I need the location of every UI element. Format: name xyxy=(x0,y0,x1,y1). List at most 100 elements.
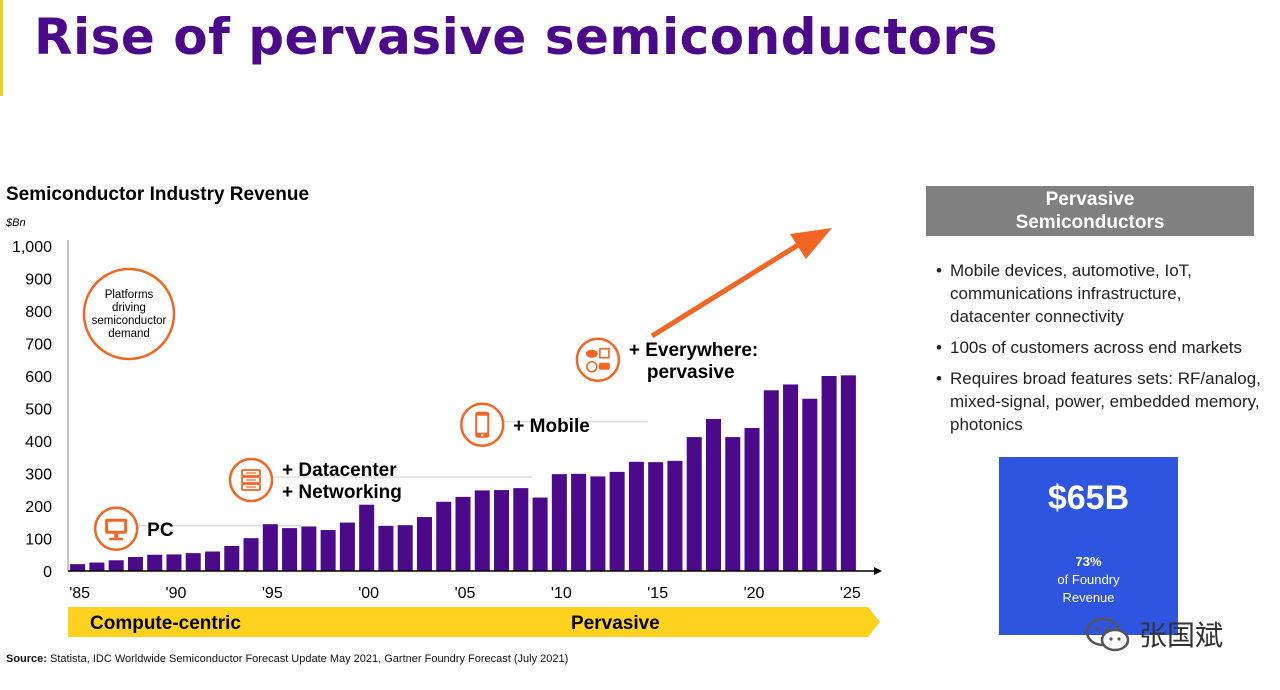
slide-title: Rise of pervasive semiconductors xyxy=(34,8,998,66)
y-tick-label: 700 xyxy=(25,337,52,354)
bar xyxy=(320,530,336,571)
y-tick-label: 200 xyxy=(25,499,52,516)
bar xyxy=(185,553,201,571)
platform-label: + Everywhere: xyxy=(629,340,758,361)
bar xyxy=(262,524,278,571)
era-band xyxy=(68,607,880,637)
watermark: 张国斌 xyxy=(1083,614,1223,654)
x-axis-arrowhead xyxy=(874,567,882,575)
bar xyxy=(127,557,143,571)
platform-marker: + Everywhere:pervasive xyxy=(575,337,758,383)
monitor-icon xyxy=(105,518,128,541)
bar xyxy=(609,471,625,571)
bar xyxy=(378,525,394,571)
growth-arrow xyxy=(650,228,832,339)
bar xyxy=(416,517,432,571)
revenue-value: $65B xyxy=(1047,479,1130,517)
bar xyxy=(359,504,375,571)
bar xyxy=(705,418,722,571)
platform-label: + Mobile xyxy=(513,416,590,437)
bar xyxy=(725,437,741,571)
bar xyxy=(339,522,355,571)
bar xyxy=(301,526,317,571)
source-text: Statista, IDC Worldwide Semiconductor Fo… xyxy=(50,653,569,665)
platform-marker: PC xyxy=(93,506,174,551)
bar xyxy=(628,461,644,571)
era-label: Compute-centric xyxy=(90,613,241,634)
y-tick-label: 0 xyxy=(43,564,52,581)
bar xyxy=(108,560,124,571)
bullet-item: Mobile devices, automotive, IoT, communi… xyxy=(936,259,1266,328)
bar xyxy=(436,501,452,571)
source-note: Source: Statista, IDC Worldwide Semicond… xyxy=(6,653,568,665)
bar xyxy=(802,398,818,571)
bar xyxy=(89,562,105,571)
x-tick-label: '10 xyxy=(551,585,572,602)
bullet-item: 100s of customers across end markets xyxy=(936,336,1266,359)
revenue-caption-line2: Revenue xyxy=(1062,590,1115,605)
bullet-item: Requires broad features sets: RF/analog,… xyxy=(936,367,1266,436)
server-icon xyxy=(241,469,261,491)
bar xyxy=(551,474,567,571)
bar xyxy=(166,554,182,571)
platform-legend-circle xyxy=(82,267,176,361)
y-tick-label: 800 xyxy=(25,304,52,321)
y-tick-label: 1,000 xyxy=(12,239,52,256)
bar xyxy=(783,384,799,571)
y-tick-label: 900 xyxy=(25,272,52,289)
y-tick-label: 400 xyxy=(25,434,52,451)
x-tick-label: '05 xyxy=(455,585,476,602)
bullet-list: Mobile devices, automotive, IoT, communi… xyxy=(936,259,1266,444)
platform-marker: + Datacenter+ Networking xyxy=(228,457,402,503)
accent-line xyxy=(0,0,3,96)
x-tick-label: '20 xyxy=(744,585,765,602)
platform-legend-text: semiconductor xyxy=(92,315,167,327)
bar xyxy=(243,538,259,571)
chart-title: Semiconductor Industry Revenue xyxy=(6,184,309,205)
source-label: Source: xyxy=(6,653,47,665)
revenue-caption-line1: of Foundry xyxy=(1057,572,1120,587)
panel-header-line1: Pervasive xyxy=(1045,189,1135,210)
y-tick-label: 100 xyxy=(25,532,52,549)
platform-label: pervasive xyxy=(647,362,735,383)
x-tick-label: '15 xyxy=(647,585,668,602)
platform-legend-text: Platforms xyxy=(105,289,154,301)
bar xyxy=(455,496,471,571)
platform-legend-text: driving xyxy=(112,302,146,314)
bar xyxy=(686,437,702,571)
bar xyxy=(397,525,413,571)
wechat-icon xyxy=(1085,617,1130,652)
revenue-percent: 73% xyxy=(1075,554,1102,569)
x-tick-label: '85 xyxy=(69,585,90,602)
bar xyxy=(667,460,683,571)
bar xyxy=(224,545,240,571)
platform-label: + Networking xyxy=(282,482,402,503)
bar xyxy=(532,497,548,571)
bar xyxy=(763,390,779,571)
iot-devices-icon xyxy=(585,347,610,373)
bar xyxy=(821,376,837,571)
watermark-text: 张国斌 xyxy=(1139,619,1224,652)
y-tick-label: 500 xyxy=(25,402,52,419)
bar xyxy=(147,554,163,571)
revenue-box: $65B 73% of Foundry Revenue xyxy=(999,457,1178,635)
era-label: Pervasive xyxy=(571,613,660,634)
bar xyxy=(70,564,86,571)
platform-label: + Datacenter xyxy=(282,460,397,481)
bar xyxy=(513,488,529,571)
platform-label: PC xyxy=(147,520,174,541)
bar xyxy=(744,428,760,571)
bar xyxy=(840,375,856,571)
platform-legend-text: demand xyxy=(108,328,150,340)
x-tick-label: '00 xyxy=(358,585,379,602)
bar xyxy=(474,490,490,571)
bar xyxy=(648,462,664,571)
x-tick-label: '95 xyxy=(262,585,283,602)
panel-header: Pervasive Semiconductors xyxy=(926,186,1254,236)
x-tick-label: '90 xyxy=(166,585,187,602)
smartphone-icon xyxy=(475,411,490,438)
bar xyxy=(204,551,221,571)
bar xyxy=(571,473,587,571)
x-tick-label: '25 xyxy=(840,585,861,602)
platform-marker: + Mobile xyxy=(460,402,590,447)
